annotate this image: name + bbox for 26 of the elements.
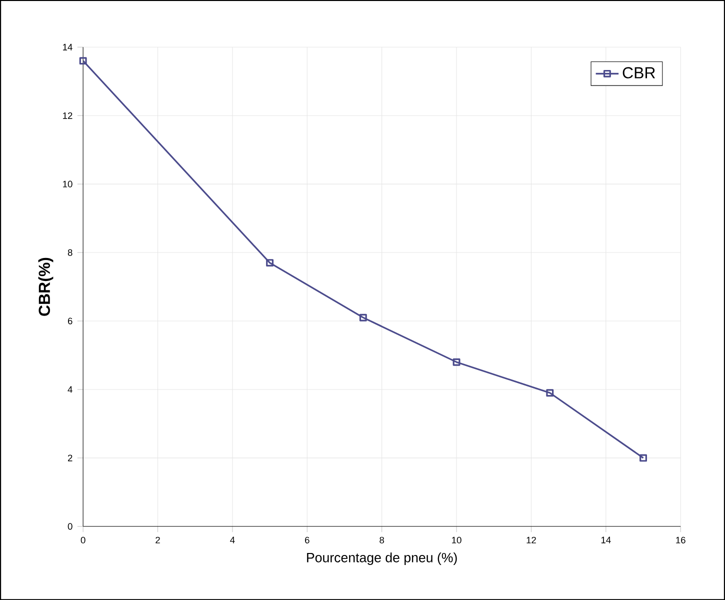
- y-tick-label: 0: [68, 523, 72, 530]
- point: [359, 314, 367, 322]
- y-axis-title: CBR(%): [38, 258, 54, 316]
- y-tick-label: 10: [63, 180, 72, 188]
- point: [79, 57, 87, 64]
- legend-label: CBR: [622, 67, 655, 78]
- y-tick-label: 12: [63, 112, 72, 119]
- y-tick-label: 8: [68, 249, 72, 256]
- x-tick-label: 4: [230, 536, 235, 544]
- point: [546, 389, 554, 397]
- x-tick-label: 14: [601, 536, 611, 544]
- y-tick-label: 14: [63, 44, 72, 50]
- x-tick-label: 6: [305, 536, 310, 544]
- point: [266, 259, 274, 266]
- x-axis-title: Pourcentage de pneu (%): [307, 552, 457, 565]
- x-tick-label: 8: [380, 536, 384, 544]
- y-tick-label: 2: [68, 454, 72, 462]
- x-tick-label: 16: [676, 536, 686, 544]
- point: [640, 454, 647, 462]
- point: [452, 358, 460, 366]
- y-tick-label: 4: [68, 386, 72, 393]
- x-tick-label: 12: [526, 536, 536, 544]
- x-tick-label: 10: [452, 536, 462, 544]
- y-tick-label: 6: [68, 318, 72, 324]
- x-tick-label: 2: [156, 536, 160, 544]
- x-tick-label: 0: [80, 536, 86, 544]
